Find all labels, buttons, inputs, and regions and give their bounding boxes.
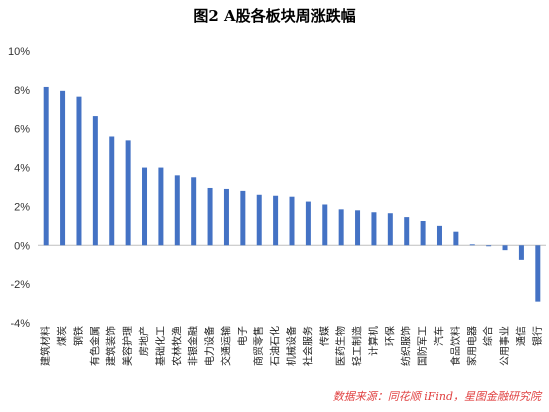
x-category-label: 纺织服饰 bbox=[400, 326, 413, 366]
x-category-label: 机械设备 bbox=[285, 326, 298, 366]
y-axis: -4% -2% 0% 2% 4% 6% 8% 10% bbox=[8, 46, 546, 330]
x-category-label: 医药生物 bbox=[334, 326, 347, 366]
x-category-label: 房地产 bbox=[138, 326, 151, 356]
bar bbox=[387, 213, 393, 246]
x-category-label: 轻工制造 bbox=[351, 326, 364, 366]
y-tick-label: 8% bbox=[14, 85, 30, 97]
bar bbox=[371, 212, 377, 246]
x-category-label: 汽车 bbox=[432, 326, 445, 346]
bar bbox=[191, 177, 197, 246]
y-tick-label: -2% bbox=[10, 279, 30, 291]
bar bbox=[355, 210, 361, 246]
bar bbox=[502, 245, 508, 251]
source-note: 数据来源：同花顺 iFind，星图金融研究院 bbox=[332, 390, 541, 403]
bar bbox=[240, 190, 246, 246]
x-category-label: 传媒 bbox=[319, 326, 331, 346]
bar bbox=[109, 136, 115, 246]
chart-title: 图2 A股各板块周涨跌幅 bbox=[193, 7, 356, 25]
x-category-label: 计算机 bbox=[367, 326, 380, 356]
x-category-label: 国防军工 bbox=[416, 326, 429, 366]
bar bbox=[92, 116, 98, 246]
x-category-label: 农林牧渔 bbox=[170, 326, 183, 366]
x-category-label: 非银金融 bbox=[187, 326, 200, 366]
y-tick-label: 4% bbox=[14, 163, 30, 175]
x-category-label: 美容护理 bbox=[121, 326, 134, 366]
x-category-label: 建筑材料 bbox=[39, 326, 52, 366]
bar bbox=[76, 96, 82, 246]
x-axis-labels: 建筑材料 煤炭 钢铁 有色金属 建筑装饰 美容护理 房地产 基础化工 农林牧渔 非银金融 电力设备交… bbox=[39, 326, 544, 366]
x-category-label: 电力设备 bbox=[203, 326, 216, 366]
y-tick-label: 10% bbox=[8, 46, 30, 58]
x-category-label: 银行 bbox=[531, 326, 544, 346]
bar bbox=[158, 167, 164, 246]
x-category-label: 公用事业 bbox=[498, 326, 511, 366]
bar bbox=[436, 225, 442, 246]
bar bbox=[486, 245, 492, 247]
bar bbox=[142, 167, 148, 246]
y-tick-label: 2% bbox=[14, 201, 30, 213]
bars bbox=[43, 86, 541, 302]
x-category-label: 建筑装饰 bbox=[105, 326, 118, 366]
bar bbox=[289, 196, 295, 246]
x-category-label: 钢铁 bbox=[72, 326, 85, 346]
bar bbox=[223, 188, 229, 246]
x-category-label: 通信 bbox=[515, 326, 527, 346]
x-category-label: 社会服务 bbox=[301, 326, 314, 366]
x-category-label: 电子 bbox=[236, 326, 249, 346]
y-tick-label: -4% bbox=[10, 318, 30, 330]
bar bbox=[322, 204, 328, 246]
x-category-label: 石油石化 bbox=[269, 326, 282, 366]
y-tick-label: 6% bbox=[14, 124, 30, 136]
bar bbox=[404, 217, 410, 246]
bar bbox=[518, 245, 524, 260]
bar bbox=[207, 187, 213, 246]
x-category-label: 环保 bbox=[383, 326, 396, 346]
bar bbox=[469, 244, 475, 246]
x-category-label: 食品饮料 bbox=[449, 326, 462, 366]
x-category-label: 商贸零售 bbox=[252, 326, 265, 366]
bar bbox=[453, 231, 459, 246]
bar bbox=[256, 194, 262, 246]
x-category-label: 交通运输 bbox=[219, 326, 232, 366]
y-tick-label: 0% bbox=[14, 240, 30, 252]
bar bbox=[60, 90, 66, 246]
x-category-label: 有色金属 bbox=[88, 326, 101, 366]
x-category-label: 综合 bbox=[482, 326, 495, 346]
bar bbox=[305, 201, 311, 246]
x-category-label: 基础化工 bbox=[154, 326, 167, 366]
x-category-label: 煤炭 bbox=[56, 326, 69, 346]
bar bbox=[174, 175, 180, 246]
bar bbox=[420, 221, 426, 246]
bar bbox=[535, 245, 541, 302]
bar bbox=[125, 140, 131, 246]
bar bbox=[43, 86, 49, 246]
bar bbox=[338, 209, 344, 246]
bar bbox=[273, 195, 279, 246]
x-category-label: 家用电器 bbox=[465, 326, 478, 366]
